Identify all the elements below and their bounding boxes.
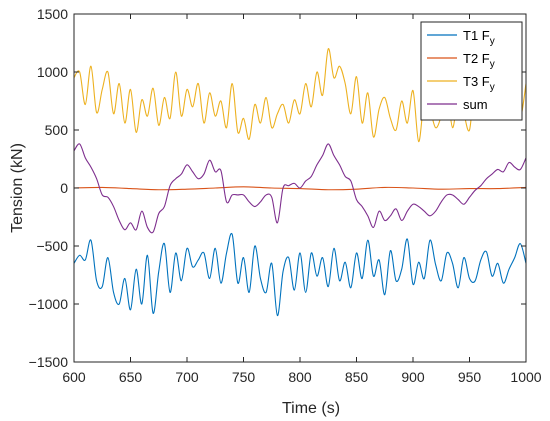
y-tick-label: 0 — [60, 180, 68, 196]
x-axis-label: Time (s) — [282, 400, 340, 417]
legend-label: T3 Fy — [463, 74, 495, 93]
x-tick-label: 850 — [345, 369, 369, 385]
x-tick-label: 650 — [119, 369, 143, 385]
y-tick-label: 1000 — [37, 64, 68, 80]
legend-label: T1 Fy — [463, 28, 495, 47]
x-tick-label: 600 — [62, 369, 86, 385]
x-tick-label: 950 — [458, 369, 482, 385]
legend: T1 Fy T2 Fy T3 Fy sum — [420, 21, 523, 121]
y-tick-label: −1500 — [29, 354, 69, 370]
series-line-4 — [74, 143, 526, 234]
y-axis-label: Tension (kN) — [9, 143, 26, 233]
legend-label: T2 Fy — [463, 51, 495, 70]
x-tick-label: 1000 — [510, 369, 541, 385]
series-line-1 — [74, 232, 526, 317]
x-tick-label: 750 — [232, 369, 256, 385]
x-tick-label: 800 — [288, 369, 312, 385]
y-tick-label: 500 — [45, 122, 69, 138]
axes — [73, 13, 527, 363]
series-line-2 — [74, 186, 526, 191]
y-tick-label: 1500 — [37, 6, 68, 22]
legend-label: sum — [463, 97, 488, 112]
tick-labels: 600 650 700 750 800 850 900 950 1000 −1500 −1000 −5… — [29, 6, 542, 385]
y-tick-label: −500 — [36, 238, 68, 254]
x-tick-label: 700 — [175, 369, 199, 385]
y-tick-label: −1000 — [29, 296, 69, 312]
x-tick-label: 900 — [401, 369, 425, 385]
